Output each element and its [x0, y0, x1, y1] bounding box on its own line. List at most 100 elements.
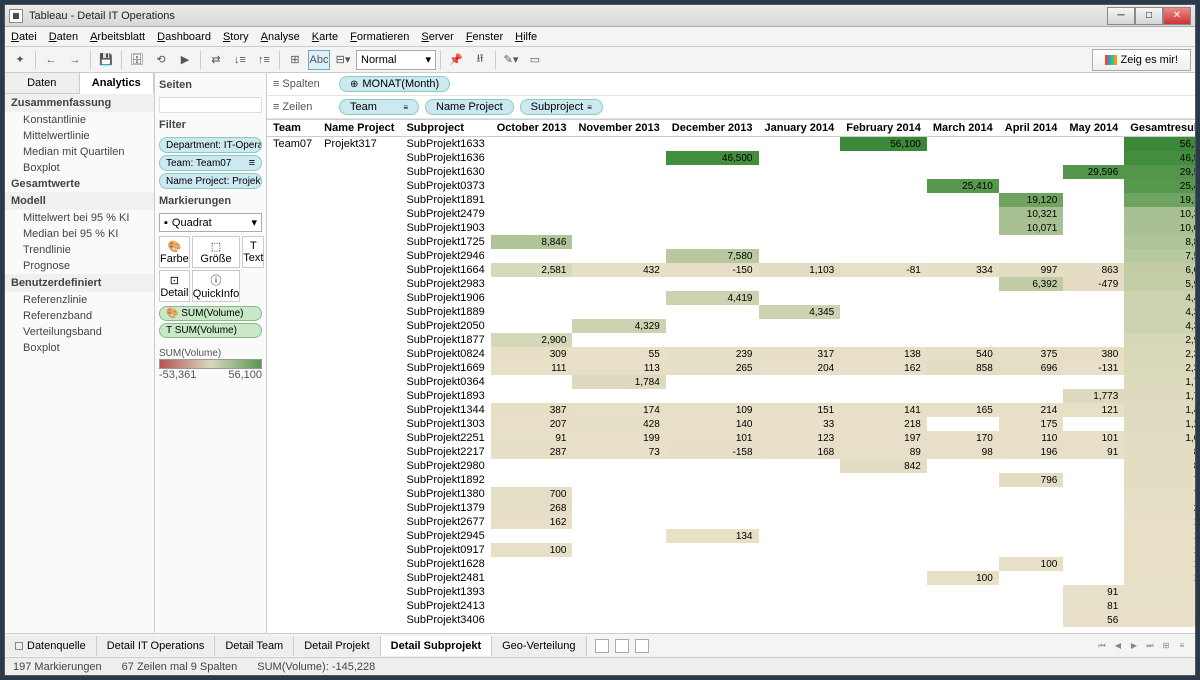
- sheet-tab[interactable]: Detail IT Operations: [97, 636, 216, 656]
- sort-asc-button[interactable]: ↓≡: [229, 50, 251, 70]
- pin-button[interactable]: 📌: [445, 50, 467, 70]
- table-row[interactable]: SubProjekt17258,8468,846: [267, 235, 1195, 249]
- table-row[interactable]: SubProjekt34065656: [267, 613, 1195, 627]
- sheet-nav-button[interactable]: ≡: [1175, 639, 1189, 653]
- table-row[interactable]: SubProjekt2251911991011231971701101011,0…: [267, 431, 1195, 445]
- table-row[interactable]: SubProjekt247910,32110,321: [267, 207, 1195, 221]
- table-row[interactable]: SubProjekt1628100100: [267, 557, 1195, 571]
- columns-pill-month[interactable]: ⊕ MONAT(Month): [339, 76, 450, 92]
- new-dashboard-icon[interactable]: [615, 639, 629, 653]
- column-header[interactable]: April 2014: [999, 120, 1064, 137]
- forward-button[interactable]: →: [64, 50, 86, 70]
- table-row[interactable]: SubProjekt13939191: [267, 585, 1195, 599]
- table-row[interactable]: SubProjekt18772,9002,900: [267, 333, 1195, 347]
- table-row[interactable]: SubProjekt163646,50046,500: [267, 151, 1195, 165]
- mark-pill-sum[interactable]: T SUM(Volume): [159, 323, 262, 338]
- show-me-button[interactable]: Zeig es mir!: [1092, 49, 1191, 71]
- present-button[interactable]: ▭: [524, 50, 546, 70]
- rows-pill-team[interactable]: Team≡: [339, 99, 419, 115]
- sheet-nav-button[interactable]: ⏭: [1143, 639, 1157, 653]
- menu-daten[interactable]: Daten: [49, 31, 78, 43]
- analytics-item[interactable]: Trendlinie: [5, 242, 154, 258]
- menu-fenster[interactable]: Fenster: [466, 31, 503, 43]
- fix-button[interactable]: ⭿: [469, 50, 491, 70]
- column-header[interactable]: May 2014: [1063, 120, 1124, 137]
- table-row[interactable]: SubProjekt0824309552393171385403753802,3…: [267, 347, 1195, 361]
- table-row[interactable]: SubProjekt20504,3294,329: [267, 319, 1195, 333]
- sheet-tab[interactable]: Detail Team: [215, 636, 294, 656]
- highlight-button[interactable]: ✎▾: [500, 50, 522, 70]
- sheet-tab[interactable]: Detail Projekt: [294, 636, 380, 656]
- new-story-icon[interactable]: [635, 639, 649, 653]
- sheet-tab[interactable]: Geo-Verteilung: [492, 636, 586, 656]
- sheet-nav-button[interactable]: ⏮: [1095, 639, 1109, 653]
- table-row[interactable]: SubProjekt1303207428140332181751,201: [267, 417, 1195, 431]
- analytics-item[interactable]: Boxplot: [5, 160, 154, 176]
- table-row[interactable]: SubProjekt29467,5807,580: [267, 249, 1195, 263]
- labels-button[interactable]: Abc: [308, 50, 330, 70]
- analytics-item[interactable]: Mittelwert bei 95 % KI: [5, 210, 154, 226]
- table-row[interactable]: SubProjekt1892796796: [267, 473, 1195, 487]
- new-worksheet-icon[interactable]: [595, 639, 609, 653]
- rows-pill-subproject[interactable]: Subproject≡: [520, 99, 603, 115]
- table-row[interactable]: SubProjekt221728773-158168899819691843: [267, 445, 1195, 459]
- table-row[interactable]: SubProjekt19064,4194,419: [267, 291, 1195, 305]
- table-row[interactable]: SubProjekt18931,7731,773: [267, 389, 1195, 403]
- column-header[interactable]: February 2014: [840, 120, 927, 137]
- analytics-item[interactable]: Mittelwertlinie: [5, 128, 154, 144]
- menu-karte[interactable]: Karte: [312, 31, 338, 43]
- menu-story[interactable]: Story: [223, 31, 249, 43]
- maximize-button[interactable]: □: [1135, 7, 1163, 25]
- close-button[interactable]: ✕: [1163, 7, 1191, 25]
- menu-dashboard[interactable]: Dashboard: [157, 31, 211, 43]
- menu-formatieren[interactable]: Formatieren: [350, 31, 409, 43]
- table-row[interactable]: SubProjekt163029,59629,596: [267, 165, 1195, 179]
- table-row[interactable]: SubProjekt13443871741091511411652141211,…: [267, 403, 1195, 417]
- save-button[interactable]: 💾: [95, 50, 117, 70]
- mark-pill-sum[interactable]: 🎨 SUM(Volume): [159, 306, 262, 321]
- tableau-icon[interactable]: ✦: [9, 50, 31, 70]
- mark-card-farbe[interactable]: 🎨Farbe: [159, 236, 190, 268]
- sheet-tab[interactable]: Datenquelle: [5, 636, 97, 656]
- column-header[interactable]: Name Project: [318, 120, 400, 137]
- column-header[interactable]: March 2014: [927, 120, 999, 137]
- analytics-item[interactable]: Referenzlinie: [5, 292, 154, 308]
- column-header[interactable]: December 2013: [666, 120, 759, 137]
- column-header[interactable]: January 2014: [759, 120, 841, 137]
- fit-select[interactable]: Normal▾: [356, 50, 436, 70]
- sheet-tab[interactable]: Detail Subprojekt: [381, 636, 492, 656]
- analytics-item[interactable]: Gesamtwerte: [5, 176, 154, 192]
- tab-daten[interactable]: Daten: [5, 73, 80, 93]
- sheet-nav-button[interactable]: ◀: [1111, 639, 1125, 653]
- filter-pill[interactable]: Department: IT-Operat..≡: [159, 137, 262, 153]
- menu-datei[interactable]: Datei: [11, 31, 37, 43]
- table-row[interactable]: SubProjekt1669111113265204162858696-1312…: [267, 361, 1195, 375]
- filter-pill[interactable]: Team: Team07≡: [159, 155, 262, 171]
- mark-card-quickinfo[interactable]: ⓘQuickInfo: [192, 270, 240, 302]
- rows-pill-project[interactable]: Name Project: [425, 99, 514, 115]
- swap-button[interactable]: ⇄: [205, 50, 227, 70]
- sort-desc-button[interactable]: ↑≡: [253, 50, 275, 70]
- color-legend[interactable]: [159, 359, 262, 369]
- sheet-nav-button[interactable]: ⊞: [1159, 639, 1173, 653]
- pivot-button[interactable]: ⊟▾: [332, 50, 354, 70]
- table-row[interactable]: SubProjekt2481100100: [267, 571, 1195, 585]
- mark-card-detail[interactable]: ⊡Detail: [159, 270, 190, 302]
- back-button[interactable]: ←: [40, 50, 62, 70]
- table-row[interactable]: SubProjekt2980842842: [267, 459, 1195, 473]
- table-row[interactable]: SubProjekt1380700700: [267, 487, 1195, 501]
- crosstab-view[interactable]: TeamName ProjectSubprojectOctober 2013No…: [267, 120, 1195, 633]
- menu-arbeitsblatt[interactable]: Arbeitsblatt: [90, 31, 145, 43]
- table-row[interactable]: SubProjekt03641,7841,784: [267, 375, 1195, 389]
- table-row[interactable]: SubProjekt24138181: [267, 599, 1195, 613]
- table-row[interactable]: Team07Projekt317SubProjekt163356,10056,1…: [267, 137, 1195, 152]
- analytics-item[interactable]: Median mit Quartilen: [5, 144, 154, 160]
- tab-analytics[interactable]: Analytics: [80, 73, 155, 94]
- analytics-item[interactable]: Prognose: [5, 258, 154, 274]
- analytics-item[interactable]: Median bei 95 % KI: [5, 226, 154, 242]
- datasource-button[interactable]: 🗄: [126, 50, 148, 70]
- analytics-item[interactable]: Konstantlinie: [5, 112, 154, 128]
- table-row[interactable]: SubProjekt2677162162: [267, 515, 1195, 529]
- sheet-nav-button[interactable]: ▶: [1127, 639, 1141, 653]
- table-row[interactable]: SubProjekt29836,392-4795,913: [267, 277, 1195, 291]
